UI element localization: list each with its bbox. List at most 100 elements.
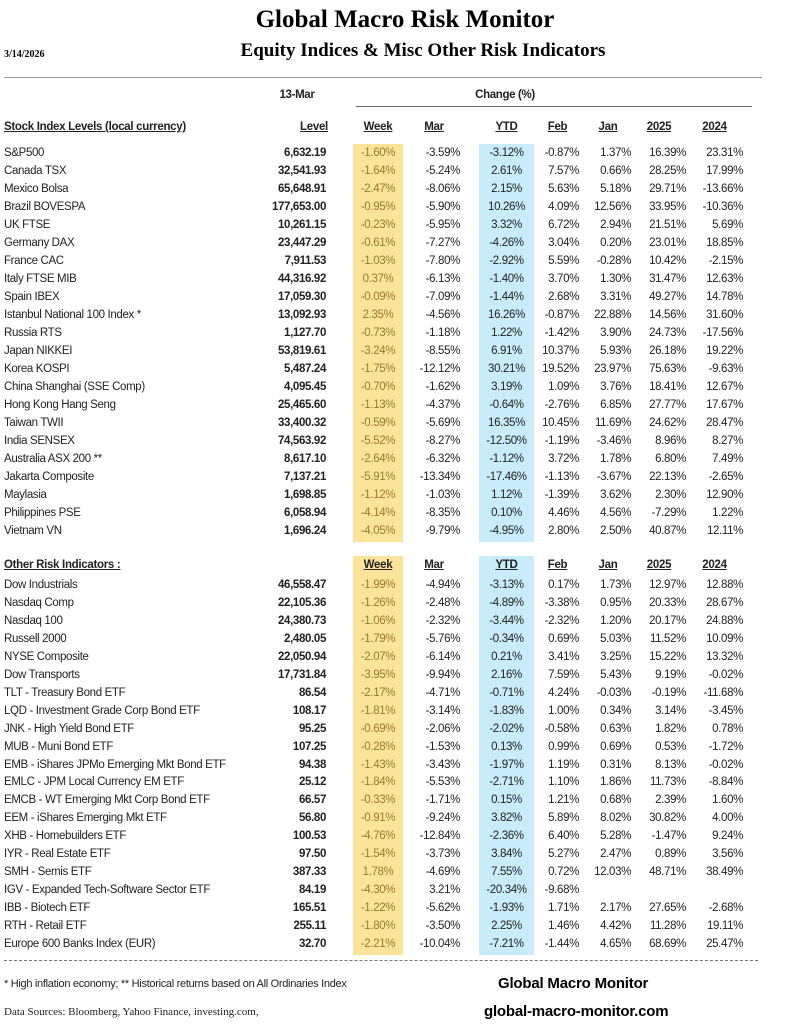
cell-2024: 28.47% — [706, 417, 743, 429]
cell-2024: -0.02% — [708, 668, 744, 681]
cell-feb: -0.87% — [544, 147, 580, 159]
cell-mar: -3.50% — [425, 920, 461, 933]
cell-level: 165.51 — [292, 902, 326, 915]
cell-week: -2.07% — [360, 650, 396, 663]
cell-mar: -10.04% — [419, 938, 461, 950]
row-label: XHB - Homebuilders ETF — [4, 830, 127, 843]
cell-feb: 1.71% — [548, 902, 579, 915]
cell-week: -2.47% — [360, 183, 396, 195]
cell-mar: -5.90% — [425, 201, 461, 213]
cell-week: -2.17% — [360, 686, 396, 699]
cell-jan: 5.43% — [600, 668, 631, 681]
cell-jan: -3.67% — [596, 471, 632, 483]
cell-level: 13,092.93 — [277, 309, 326, 321]
cell-feb: 4.24% — [548, 686, 579, 699]
cell-ytd: 1.12% — [491, 489, 522, 501]
cell-mar: -4.71% — [425, 686, 461, 699]
cell-2025: 22.13% — [649, 471, 686, 483]
row-label: India SENSEX — [4, 435, 75, 447]
cell-2024: 17.99% — [706, 165, 743, 177]
cell-week: -1.54% — [360, 848, 396, 861]
cell-2025: 26.18% — [649, 345, 686, 357]
cell-week: -0.59% — [360, 417, 396, 429]
cell-week: -0.69% — [360, 722, 396, 735]
cell-ytd: 2.16% — [491, 668, 522, 681]
cell-level: 17,731.84 — [277, 668, 326, 681]
cell-jan: 0.20% — [600, 237, 631, 249]
bottom-divider — [4, 960, 758, 961]
row-label: Korea KOSPI — [4, 363, 70, 375]
cell-2024: 10.09% — [706, 632, 743, 645]
cell-2025: 20.33% — [649, 596, 686, 609]
cell-feb: 0.72% — [548, 866, 579, 879]
row-label: Dow Industrials — [4, 579, 78, 591]
cell-mar: -1.03% — [425, 489, 461, 501]
cell-2024: -2.65% — [708, 471, 744, 483]
row-label: Europe 600 Banks Index (EUR) — [4, 938, 156, 950]
cell-mar: -12.12% — [419, 363, 461, 375]
cell-level: 65,648.91 — [277, 183, 326, 195]
cell-week: -4.76% — [360, 830, 396, 843]
cell-jan: 3.31% — [600, 291, 631, 303]
cell-level: 6,058.94 — [284, 507, 326, 519]
cell-2024: 31.60% — [706, 309, 743, 321]
cell-2025: 23.01% — [649, 237, 686, 249]
cell-week: -0.33% — [360, 794, 396, 807]
cell-2024: -3.45% — [708, 704, 744, 717]
cell-2025: 75.63% — [649, 363, 686, 375]
cell-mar: -2.06% — [425, 722, 461, 735]
cell-week: -1.12% — [360, 489, 396, 501]
cell-2025: 29.71% — [649, 183, 686, 195]
cell-week: -0.61% — [360, 237, 396, 249]
cell-feb: 2.80% — [548, 525, 579, 537]
cell-2025: 3.14% — [655, 704, 686, 717]
cell-mar: -1.71% — [425, 794, 461, 807]
cell-feb: 1.00% — [548, 704, 579, 717]
cell-jan: 3.76% — [600, 381, 631, 393]
cell-level: 46,558.47 — [277, 579, 326, 591]
column-header-jan: Jan — [598, 559, 618, 571]
cell-feb: 7.57% — [548, 165, 579, 177]
cell-2024: 17.67% — [706, 399, 743, 411]
cell-jan: 5.03% — [600, 632, 631, 645]
cell-feb: -1.44% — [544, 938, 580, 950]
cell-level: 32.70 — [298, 938, 326, 950]
cell-2024: 8.27% — [712, 435, 743, 447]
row-label: Russia RTS — [4, 327, 62, 339]
row-label: Dow Transports — [4, 668, 80, 681]
column-header-feb: Feb — [547, 121, 568, 133]
cell-feb: -2.76% — [544, 399, 580, 411]
row-label: Vietnam VN — [4, 525, 62, 537]
cell-2025: 14.56% — [649, 309, 686, 321]
cell-mar: -5.53% — [425, 776, 461, 789]
as-of-date: 13-Mar — [279, 89, 315, 101]
cell-2025: 0.89% — [655, 848, 686, 861]
ytd-column-highlight — [479, 556, 534, 955]
cell-ytd: -1.40% — [489, 273, 524, 285]
cell-ytd: 16.35% — [488, 417, 525, 429]
cell-2025: 8.13% — [655, 758, 686, 771]
cell-feb: 10.45% — [542, 417, 579, 429]
row-label: Germany DAX — [4, 237, 75, 249]
cell-jan: 0.63% — [600, 722, 631, 735]
brand-name: Global Macro Monitor — [498, 975, 649, 992]
cell-feb: 0.69% — [548, 632, 579, 645]
cell-level: 107.25 — [292, 740, 326, 753]
cell-week: -1.13% — [360, 399, 396, 411]
cell-2024: 1.60% — [712, 794, 743, 807]
row-label: S&P500 — [4, 147, 45, 159]
cell-jan: 12.56% — [594, 201, 631, 213]
cell-jan: 6.85% — [600, 399, 631, 411]
cell-jan: 0.68% — [600, 794, 631, 807]
cell-ytd: -4.95% — [489, 525, 524, 537]
cell-level: 17,059.30 — [277, 291, 326, 303]
cell-level: 25,465.60 — [277, 399, 326, 411]
cell-week: -3.95% — [360, 668, 396, 681]
cell-2024: 0.78% — [712, 722, 743, 735]
cell-level: 33,400.32 — [277, 417, 326, 429]
column-header-2024: 2024 — [702, 559, 727, 571]
page-title: Global Macro Risk Monitor — [255, 6, 555, 33]
cell-level: 10,261.15 — [277, 219, 326, 231]
row-label: JNK - High Yield Bond ETF — [4, 722, 134, 735]
cell-level: 66.57 — [298, 794, 326, 807]
